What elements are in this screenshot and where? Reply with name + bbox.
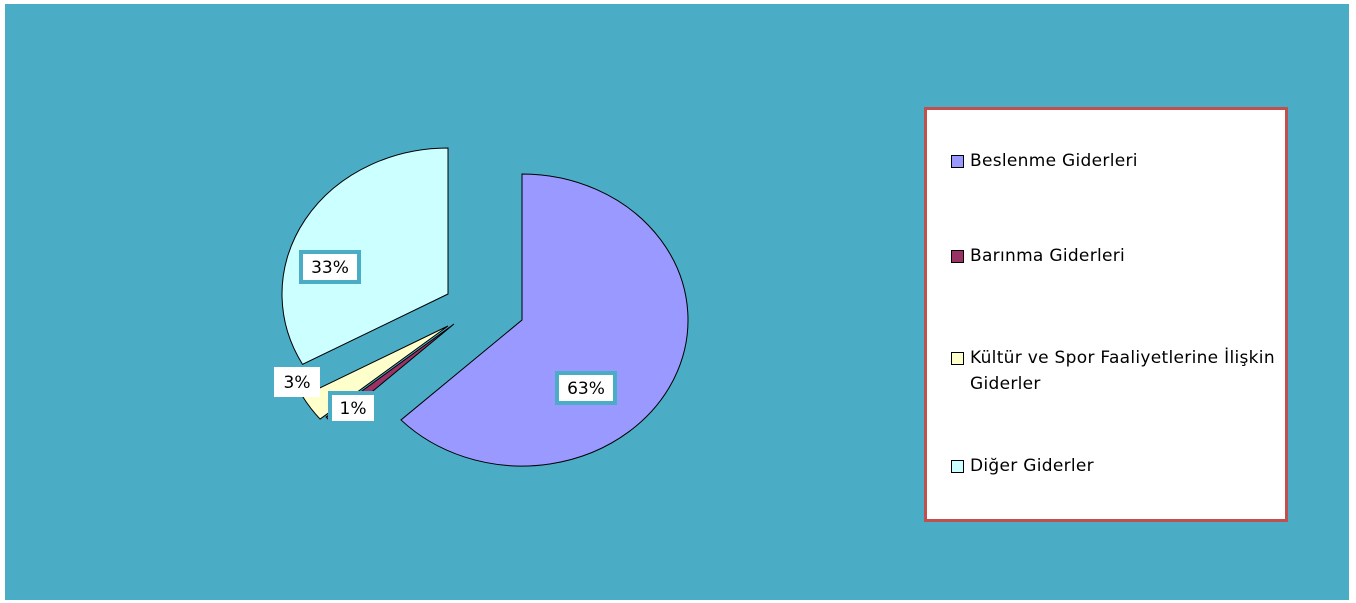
data-label-kultur-spor: 3%: [274, 367, 320, 397]
data-label-text-beslenme: 63%: [567, 379, 605, 399]
legend-item-beslenme: Beslenme Giderleri: [951, 148, 1290, 174]
legend-swatch-diger: [951, 460, 964, 473]
pie-slice-diger: [281, 147, 449, 365]
legend-label-diger: Diğer Giderler: [970, 456, 1094, 476]
data-label-box-diger: [299, 250, 361, 284]
legend-item-kultur-spor: Kültür ve Spor Faaliyetlerine İlişkin Gi…: [951, 345, 1290, 397]
legend: Beslenme Giderleri Barınma Giderleri Kül…: [924, 107, 1288, 522]
data-label-barinma: 1%: [328, 391, 378, 425]
legend-label-kultur-spor: Kültür ve Spor Faaliyetlerine İlişkin Gi…: [970, 348, 1275, 394]
legend-item-diger: Diğer Giderler: [951, 453, 1290, 479]
legend-item-barinma: Barınma Giderleri: [951, 243, 1290, 269]
data-label-beslenme: 63%: [555, 371, 617, 405]
data-label-box-kultur-spor: [274, 367, 320, 397]
data-label-text-diger: 33%: [311, 258, 349, 278]
legend-label-beslenme: Beslenme Giderleri: [970, 151, 1138, 171]
legend-swatch-kultur-spor: [951, 352, 964, 365]
data-label-box-barinma: [328, 391, 378, 425]
legend-label-barinma: Barınma Giderleri: [970, 246, 1126, 266]
data-label-text-barinma: 1%: [340, 399, 367, 419]
data-label-text-kultur-spor: 3%: [284, 373, 311, 393]
data-label-box-beslenme: [555, 371, 617, 405]
data-label-diger: 33%: [299, 250, 361, 284]
legend-swatch-beslenme: [951, 155, 964, 168]
legend-swatch-barinma: [951, 250, 964, 263]
